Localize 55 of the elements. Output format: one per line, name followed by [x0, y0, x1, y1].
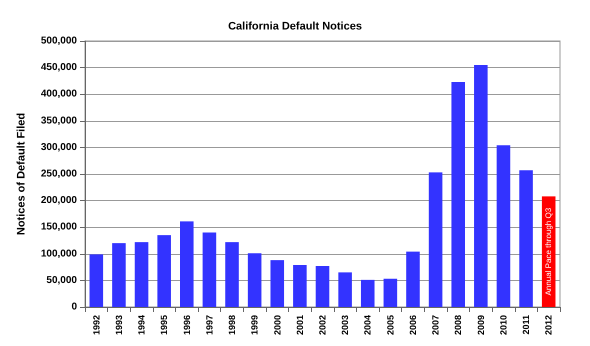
x-tick-label: 2010: [498, 314, 508, 336]
y-tick-label: 50,000: [46, 274, 78, 286]
x-tick-label: 2004: [362, 314, 373, 336]
bar: [293, 264, 307, 307]
bar: [496, 145, 510, 307]
bar: [180, 221, 194, 307]
bar: [360, 280, 375, 307]
x-tick-label: 1999: [250, 314, 260, 336]
bar: [202, 232, 216, 307]
bar: [157, 235, 171, 307]
x-tick-label: 2001: [294, 314, 305, 336]
y-tick-label: 150,000: [40, 222, 78, 233]
x-tick-label: 2012: [544, 314, 554, 336]
x-tick-label: 2006: [408, 314, 418, 336]
x-tick-label: 1998: [227, 314, 238, 336]
x-tick-label: 1995: [159, 314, 170, 336]
x-tick-label: 1996: [182, 314, 192, 336]
x-tick-label: 1994: [136, 314, 147, 336]
x-tick-label: 1992: [91, 314, 102, 336]
x-tick-label: 1993: [114, 314, 124, 336]
bar: [406, 252, 420, 307]
y-tick-label: 350,000: [40, 115, 78, 126]
bar: [474, 64, 488, 307]
x-tick-label: 1997: [204, 314, 214, 336]
y-tick-label: 100,000: [40, 248, 78, 260]
x-tick-label: 2000: [272, 314, 282, 336]
y-tick-label: 250,000: [40, 168, 78, 180]
x-tick-label: 2002: [318, 314, 328, 336]
x-tick-label: 2008: [453, 314, 464, 336]
bar: [338, 272, 352, 307]
bar: [270, 260, 284, 307]
bar: [248, 253, 262, 307]
x-tick-label: 2009: [476, 314, 486, 336]
y-tick-label: 500,000: [40, 36, 78, 46]
bar: [384, 278, 398, 307]
x-tick-label: 2005: [385, 314, 396, 336]
bar: [428, 172, 442, 307]
y-tick-label: 300,000: [40, 142, 78, 153]
y-axis-title: Notices of Default Filed: [16, 112, 28, 236]
bar: [451, 82, 465, 307]
y-tick-label: 400,000: [40, 88, 78, 100]
bar: [519, 170, 533, 307]
bar: [112, 243, 126, 307]
x-tick-label: 2011: [521, 314, 532, 335]
x-tick-label: 2007: [430, 314, 441, 336]
chart-title: California Default Notices: [228, 20, 362, 32]
x-tick-label: 2003: [340, 314, 350, 336]
y-tick-label: 450,000: [40, 62, 78, 74]
y-tick-label: 0: [71, 301, 78, 312]
bar: [316, 266, 330, 307]
bar: [134, 242, 148, 307]
bar: [225, 242, 239, 307]
bar: [90, 254, 104, 307]
y-tick-label: 200,000: [40, 195, 78, 206]
annotation: Annual Pace through Q3: [544, 207, 554, 296]
